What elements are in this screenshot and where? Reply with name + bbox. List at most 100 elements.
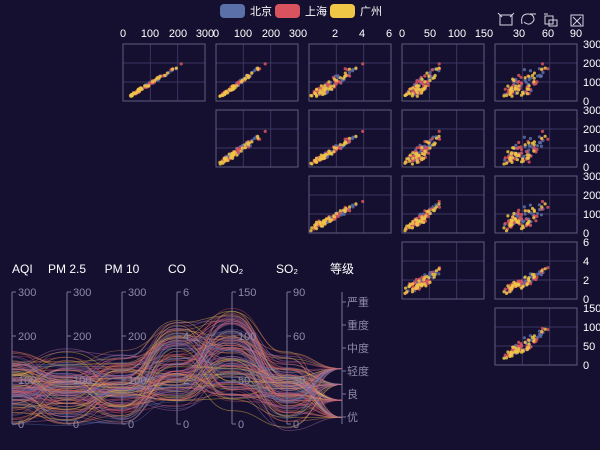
scatter-point bbox=[314, 87, 319, 91]
scatter-point bbox=[408, 226, 412, 230]
scatter-point bbox=[132, 92, 136, 96]
axis-tick-label: 0 bbox=[128, 419, 134, 431]
scatter-point bbox=[432, 275, 436, 279]
scatter-point bbox=[411, 284, 415, 288]
scatter-point bbox=[525, 282, 530, 286]
scatter-point bbox=[332, 215, 336, 219]
scatter-point bbox=[405, 290, 409, 294]
scatter-point bbox=[324, 217, 328, 221]
scatter-point bbox=[512, 78, 516, 83]
right-tick-label: 100 bbox=[583, 143, 600, 155]
legend-item-shanghai[interactable]: 上海 bbox=[275, 4, 327, 18]
axis-tick-label: 150 bbox=[238, 287, 256, 299]
scatter-point bbox=[404, 286, 408, 290]
scatter-cell bbox=[494, 175, 578, 234]
scatter-point bbox=[519, 75, 523, 79]
legend-swatch-shanghai bbox=[275, 4, 300, 18]
scatter-point bbox=[350, 203, 355, 207]
parallel-axis[interactable]: AQI 300 200 100 0 bbox=[11, 262, 36, 431]
scatter-point bbox=[540, 326, 545, 331]
legend-item-beijing[interactable]: 北京 bbox=[220, 4, 272, 18]
parallel-axis[interactable]: SO₂ 90 60 30 0 bbox=[276, 262, 305, 431]
scatter-point bbox=[521, 349, 525, 353]
scatter-point bbox=[504, 356, 509, 360]
scatter-point bbox=[527, 209, 531, 213]
cell-border bbox=[308, 175, 392, 234]
scatter-point bbox=[523, 275, 527, 279]
scatter-point bbox=[414, 218, 418, 222]
scatter-point bbox=[342, 76, 346, 80]
scatter-point bbox=[317, 91, 322, 95]
parallel-axis[interactable]: PM 10 300 200 100 0 bbox=[105, 262, 147, 431]
scatter-point bbox=[422, 217, 427, 221]
scatter-point bbox=[417, 80, 422, 84]
scatter-point bbox=[330, 87, 334, 91]
scatter-point bbox=[338, 146, 343, 150]
axis-category-label: 重度 bbox=[347, 318, 369, 332]
scatter-point bbox=[408, 87, 412, 91]
scatter-point bbox=[428, 70, 432, 75]
scatter-point bbox=[415, 79, 419, 83]
scatter-point bbox=[150, 80, 155, 84]
scatter-point bbox=[422, 282, 427, 286]
scatter-point bbox=[218, 94, 222, 98]
scatter-point bbox=[541, 70, 545, 75]
scatter-point bbox=[420, 158, 424, 162]
parallel-line bbox=[11, 335, 343, 423]
scatter-point bbox=[336, 74, 340, 78]
clear-selection-icon[interactable] bbox=[570, 14, 584, 27]
scatter-point bbox=[503, 221, 507, 226]
scatter-point bbox=[420, 220, 424, 224]
scatter-point bbox=[313, 92, 317, 96]
scatter-point bbox=[405, 92, 409, 97]
keep-selection-icon[interactable] bbox=[544, 13, 558, 27]
scatter-cell bbox=[308, 109, 392, 168]
scatter-point bbox=[405, 157, 409, 161]
scatter-point bbox=[252, 136, 256, 141]
scatter-point bbox=[428, 146, 432, 150]
scatter-point bbox=[327, 217, 331, 221]
scatter-point bbox=[516, 146, 520, 150]
scatter-point bbox=[408, 153, 412, 157]
scatter-point bbox=[414, 87, 418, 91]
scatter-point bbox=[543, 66, 547, 70]
scatter-point bbox=[422, 86, 427, 90]
rect-select-icon[interactable] bbox=[497, 12, 515, 26]
parallel-line bbox=[11, 357, 343, 427]
parallel-axis[interactable]: PM 2.5 300 200 100 0 bbox=[48, 262, 91, 431]
lasso-select-icon[interactable] bbox=[521, 13, 536, 25]
scatter-point bbox=[310, 226, 314, 230]
toolbox bbox=[497, 12, 584, 27]
scatter-point bbox=[410, 162, 414, 166]
scatter-point bbox=[243, 143, 247, 147]
scatter-point bbox=[524, 80, 528, 84]
scatter-point bbox=[540, 136, 544, 140]
scatter-point bbox=[508, 290, 512, 294]
scatter-point bbox=[408, 92, 412, 96]
parallel-axis[interactable]: NO₂ 150 100 50 0 bbox=[221, 262, 257, 431]
scatter-point bbox=[338, 80, 343, 84]
scatter-point bbox=[437, 62, 441, 66]
scatter-point bbox=[157, 76, 161, 80]
scatter-point bbox=[506, 284, 510, 288]
right-tick-label: 300 bbox=[583, 39, 600, 51]
scatter-point bbox=[532, 334, 537, 338]
scatter-cell bbox=[215, 109, 299, 168]
scatter-point bbox=[431, 76, 435, 80]
scatter-cell bbox=[401, 109, 485, 168]
legend-item-guangzhou[interactable]: 广州 bbox=[330, 4, 382, 18]
scatter-point bbox=[179, 62, 183, 66]
axis-name: 等级 bbox=[330, 262, 354, 276]
scatter-point bbox=[546, 328, 550, 332]
scatter-point bbox=[239, 149, 243, 153]
axis-tick-label: 60 bbox=[293, 331, 305, 343]
scatter-point bbox=[434, 269, 439, 273]
right-tick-label: 6 bbox=[583, 237, 589, 249]
parallel-axis[interactable]: CO 6 4 2 0 bbox=[168, 262, 189, 431]
axis-category-label: 良 bbox=[347, 387, 358, 401]
scatter-point bbox=[250, 140, 254, 144]
scatter-point bbox=[411, 92, 415, 96]
